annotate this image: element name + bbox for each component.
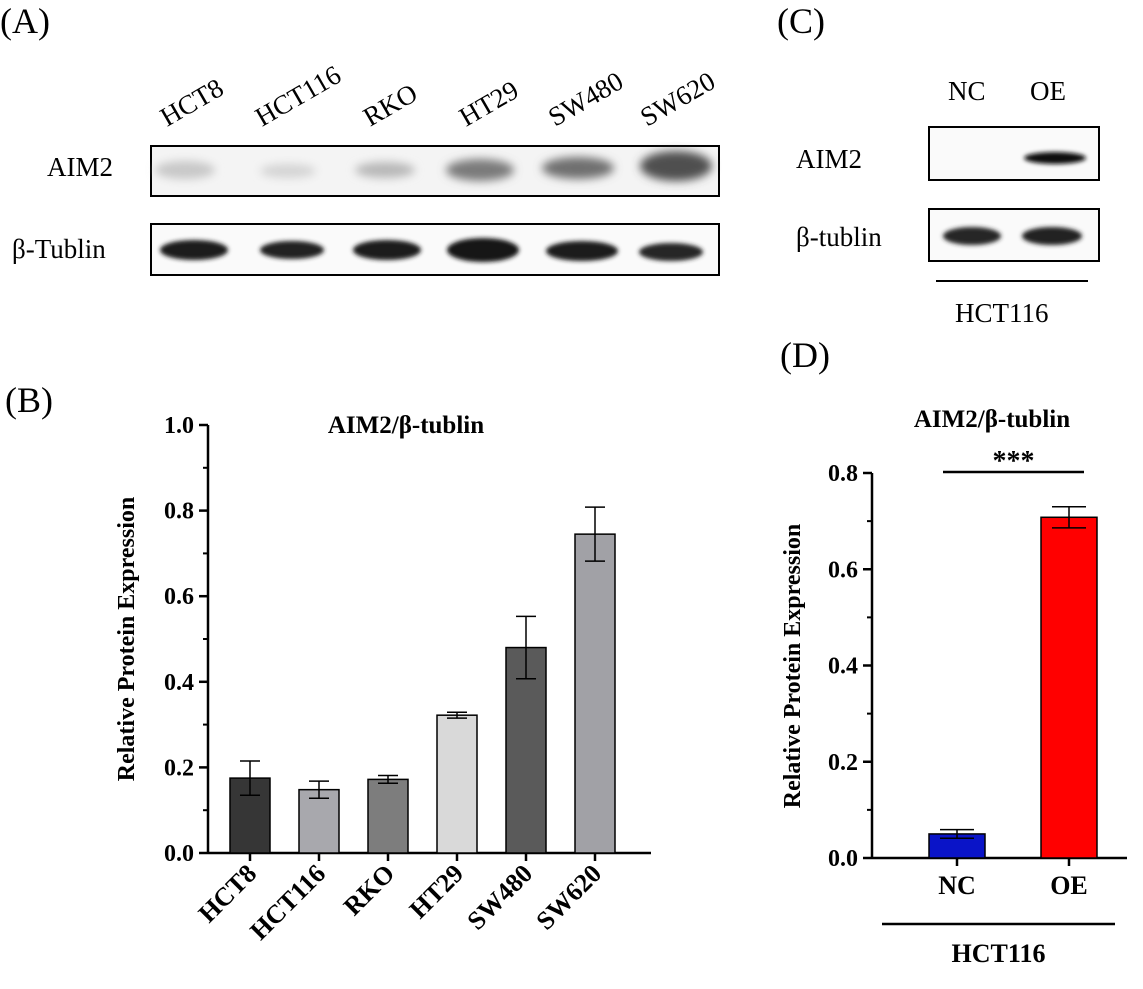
- chart-b-ylabel: Relative Protein Expression: [114, 497, 140, 781]
- band-aim2-hct8: [155, 161, 215, 179]
- chart-b-xtick-label-rko: RKO: [338, 859, 400, 921]
- chart-d-title: AIM2/β-tublin: [914, 406, 1070, 433]
- chart-b-ytick-label-2: 0.4: [164, 670, 194, 696]
- blot-c-lane-label-oe: OE: [1030, 76, 1066, 106]
- band-tubulin-hct116: [260, 241, 324, 259]
- chart-b-bar-sw480: [505, 646, 547, 854]
- band-aim2-ht29: [446, 159, 514, 181]
- chart-b-ytick-label-5: 1.0: [164, 413, 194, 439]
- blot-a-lane-label-sw620: SW620: [635, 66, 720, 132]
- blot-a-row-label-aim2: AIM2: [47, 152, 113, 182]
- chart-d-xlabel: HCT116: [952, 939, 1046, 968]
- chart-d-ytick-label-2: 0.4: [828, 654, 858, 680]
- chart-b-xtick-label-sw480: SW480: [462, 859, 539, 936]
- chart-b-xtick-label-sw620: SW620: [531, 859, 608, 936]
- blot-a-tubulin-strip: [150, 223, 720, 276]
- chart-d-ytick-label-0: 0.0: [828, 846, 858, 872]
- panel-b-letter: (B): [5, 380, 53, 420]
- band-tubulin-ht29: [447, 238, 519, 262]
- band-c-aim2-oe: [1024, 152, 1086, 164]
- band-c-tubulin-oe: [1022, 227, 1082, 245]
- chart-d-xtick-label-oe: OE: [1050, 871, 1088, 900]
- blot-c-tubulin-strip: [928, 208, 1100, 262]
- band-aim2-rko: [355, 162, 415, 178]
- chart-b-ytick-label-3: 0.6: [164, 584, 194, 610]
- blot-a-lane-label-rko: RKO: [358, 78, 422, 132]
- chart-b-xtick-label-hct116: HCT116: [244, 859, 331, 946]
- chart-d: AIM2/β-tublin Relative Protein Expressio…: [780, 406, 1127, 968]
- chart-b-ytick-label-1: 0.2: [164, 755, 194, 781]
- band-tubulin-hct8: [160, 240, 228, 260]
- chart-b-ytick-label-0: 0.0: [164, 841, 194, 867]
- chart-b-xtick-label-ht29: HT29: [404, 859, 469, 924]
- band-tubulin-sw620: [639, 243, 703, 261]
- panel-a-letter: (A): [0, 1, 50, 41]
- blot-c-row-label-tubulin: β-tublin: [796, 222, 882, 252]
- panel-d-letter: (D): [780, 335, 830, 375]
- blot-c-lane-label-nc: NC: [948, 76, 986, 106]
- blot-c-group-label: HCT116: [955, 298, 1049, 328]
- chart-d-ytick-label-3: 0.6: [828, 557, 858, 583]
- panel-c-letter: (C): [777, 1, 825, 41]
- chart-b: AIM2/β-tublin Relative Protein Expressio…: [114, 412, 651, 946]
- blot-c-aim2-strip: [928, 126, 1100, 181]
- chart-d-ylabel: Relative Protein Expression: [780, 524, 806, 808]
- band-aim2-hct116: [260, 164, 316, 178]
- chart-b-bar-hct8: [229, 777, 271, 854]
- band-tubulin-sw480: [546, 241, 618, 261]
- blot-a-lane-label-hct116: HCT116: [250, 59, 346, 132]
- chart-b-ytick-label-4: 0.8: [164, 499, 194, 525]
- chart-d-ytick-label-4: 0.8: [828, 461, 858, 487]
- chart-d-significance-label: ***: [993, 446, 1035, 477]
- blot-c-row-label-aim2: AIM2: [796, 144, 862, 174]
- chart-b-title: AIM2/β-tublin: [328, 412, 484, 439]
- chart-b-bar-ht29: [436, 714, 478, 854]
- chart-b-bar-rko: [367, 778, 409, 854]
- blot-a-row-label-tubulin: β-Tublin: [12, 234, 106, 264]
- band-c-tubulin-nc: [943, 227, 1001, 245]
- chart-b-bar-sw620: [574, 533, 616, 854]
- band-aim2-sw620: [640, 151, 712, 181]
- blot-a-lane-label-sw480: SW480: [543, 66, 628, 132]
- chart-d-bar-oe: [1040, 516, 1098, 859]
- chart-d-xtick-label-nc: NC: [938, 871, 976, 900]
- band-aim2-sw480: [542, 157, 614, 179]
- chart-b-bar-hct116: [298, 788, 340, 854]
- chart-d-bar-nc: [928, 833, 986, 859]
- blot-a-lane-label-hct8: HCT8: [155, 72, 228, 132]
- chart-d-ytick-label-1: 0.2: [828, 750, 858, 776]
- band-tubulin-rko: [353, 240, 421, 260]
- blot-a-lane-label-ht29: HT29: [454, 75, 524, 132]
- blot-a-aim2-strip: [150, 145, 720, 197]
